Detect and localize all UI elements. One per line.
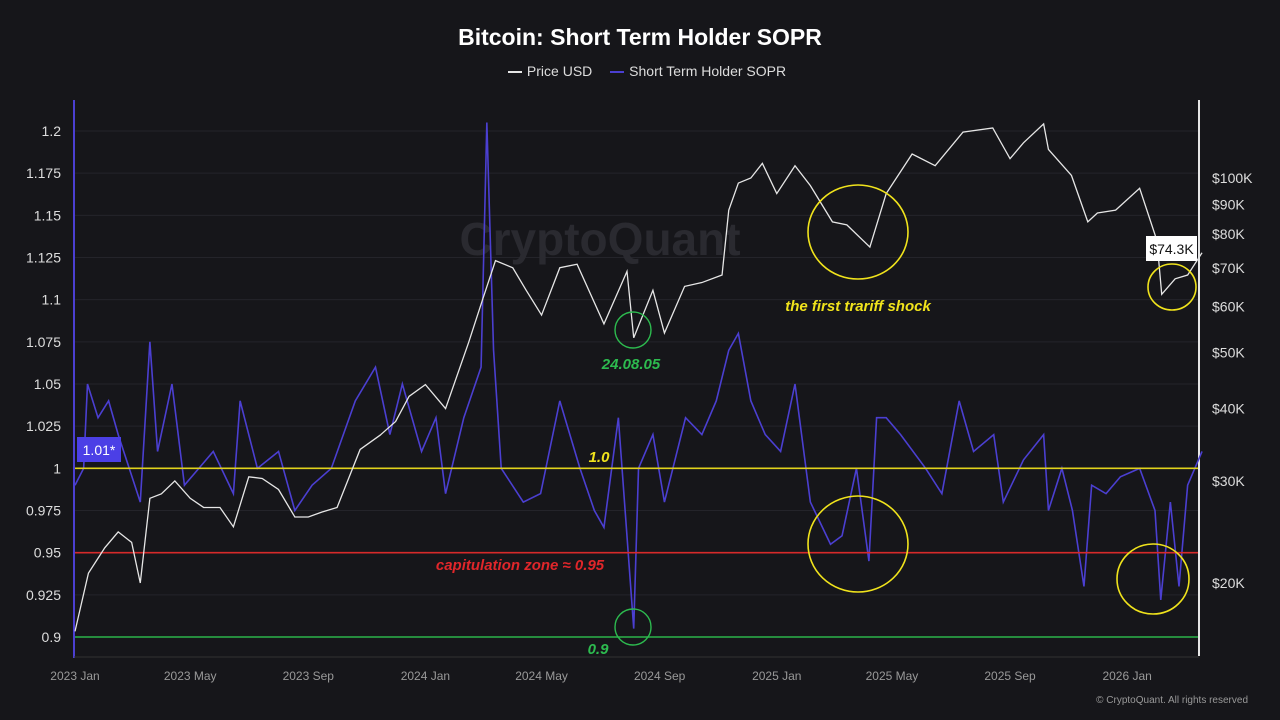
right-tick-label: $70K: [1212, 260, 1245, 276]
ref-label-095: capitulation zone ≈ 0.95: [436, 557, 605, 574]
sopr-series-line: [74, 122, 1203, 629]
ref-label-09: 0.9: [588, 641, 610, 658]
legend-sopr-swatch: [610, 71, 625, 74]
right-tick-label: $20K: [1212, 575, 1245, 591]
x-tick-label: 2025 Jan: [752, 669, 801, 683]
current-price-label: $74.3K: [1149, 241, 1194, 257]
left-tick-label: 1: [53, 460, 61, 476]
annotation-date-label: 24.08.05: [601, 356, 661, 373]
x-tick-label: 2025 May: [866, 669, 919, 683]
left-tick-label: 0.9: [42, 629, 62, 645]
legend-price-swatch: [507, 71, 522, 74]
ref-label-1: 1.0: [589, 449, 611, 466]
current-price-box: [1146, 236, 1197, 261]
right-tick-label: $40K: [1212, 401, 1245, 417]
left-tick-label: 1.125: [26, 250, 61, 266]
watermark: CryptoQuant: [459, 213, 740, 265]
left-tick-label: 0.975: [26, 503, 61, 519]
right-tick-label: $50K: [1212, 344, 1245, 360]
right-tick-label: $100K: [1212, 170, 1253, 186]
left-tick-label: 1.05: [34, 376, 61, 392]
right-tick-label: $30K: [1212, 473, 1245, 489]
annotation-circle-green: [614, 311, 652, 349]
legend: Price USD Short Term Holder SOPR: [0, 63, 1280, 79]
left-tick-label: 0.925: [26, 587, 61, 603]
legend-price[interactable]: Price USD: [526, 63, 593, 79]
price-series-line: [74, 122, 1203, 632]
current-sopr-label: 1.01*: [83, 442, 116, 458]
right-tick-label: $60K: [1212, 299, 1245, 315]
current-sopr-box: [77, 437, 121, 462]
left-tick-label: 1.2: [42, 123, 62, 139]
x-tick-label: 2023 Jan: [50, 669, 99, 683]
right-tick-label: $80K: [1212, 226, 1245, 242]
annotation-circle-green: [614, 608, 652, 646]
annotation-circle-yellow: [807, 495, 909, 593]
x-tick-label: 2024 Jan: [401, 669, 450, 683]
left-tick-label: 1.1: [42, 292, 62, 308]
annotation-tariff-label: the first trariff shock: [785, 298, 931, 315]
x-tick-label: 2023 May: [164, 669, 217, 683]
left-tick-label: 1.025: [26, 418, 61, 434]
left-tick-label: 1.075: [26, 334, 61, 350]
left-tick-label: 0.95: [34, 545, 61, 561]
x-tick-label: 2026 Jan: [1102, 669, 1151, 683]
chart-title: Bitcoin: Short Term Holder SOPR: [458, 24, 822, 50]
annotation-circle-yellow: [1116, 543, 1190, 615]
x-tick-label: 2023 Sep: [283, 669, 335, 683]
legend-sopr[interactable]: Short Term Holder SOPR: [629, 63, 787, 79]
annotation-circle-yellow: [807, 184, 909, 280]
x-tick-label: 2024 May: [515, 669, 568, 683]
left-tick-label: 1.15: [34, 207, 61, 223]
annotation-circle-yellow: [1147, 263, 1197, 311]
copyright: © CryptoQuant. All rights reserved: [1096, 695, 1248, 706]
left-tick-label: 1.175: [26, 165, 61, 181]
x-tick-label: 2025 Sep: [984, 669, 1036, 683]
right-tick-label: $90K: [1212, 197, 1245, 213]
x-tick-label: 2024 Sep: [634, 669, 686, 683]
